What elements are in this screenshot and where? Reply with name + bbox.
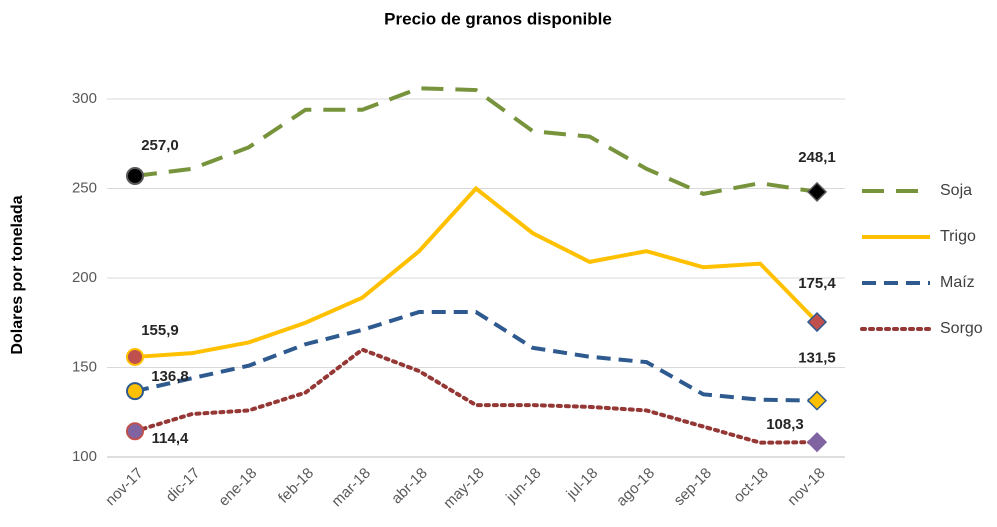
y-tick-label: 300 <box>72 90 97 107</box>
legend-label: Soja <box>940 182 972 199</box>
x-tick-label: jun-18 <box>502 465 544 507</box>
point-marker <box>126 422 144 441</box>
y-tick-label: 100 <box>72 448 97 465</box>
point-marker <box>126 347 144 366</box>
data-label: 248,1 <box>798 149 836 166</box>
x-tick-label: may-18 <box>440 465 487 512</box>
legend-label: Trigo <box>940 228 976 245</box>
data-label: 136,8 <box>151 368 189 385</box>
chart-title: Precio de granos disponible <box>384 9 612 28</box>
series-line <box>133 347 819 445</box>
x-tick-label: oct-18 <box>730 465 772 507</box>
x-tick-label: dic-17 <box>163 465 204 506</box>
data-label: 114,4 <box>152 430 189 447</box>
x-tick-label: nov-17 <box>102 465 146 509</box>
point-marker <box>806 311 828 333</box>
y-axis-label: Dolares por tonelada <box>9 195 26 354</box>
series-line <box>134 310 818 403</box>
x-tick-label: mar-18 <box>328 465 374 511</box>
data-label: 257,0 <box>141 137 179 154</box>
series-line <box>134 185 819 359</box>
data-label: 131,5 <box>798 350 836 367</box>
point-marker <box>806 390 828 411</box>
x-tick-label: feb-18 <box>275 465 317 507</box>
x-tick-label: jul-18 <box>563 465 602 504</box>
y-tick-label: 200 <box>72 269 97 286</box>
legend-label: Sorgo <box>940 320 983 337</box>
point-marker <box>126 382 144 401</box>
point-marker <box>806 181 828 202</box>
y-tick-label: 150 <box>72 358 97 375</box>
x-tick-label: ene-18 <box>215 465 260 510</box>
point-marker <box>126 166 144 185</box>
data-label: 175,4 <box>798 275 836 292</box>
x-tick-label: ago-18 <box>613 465 658 510</box>
series-line <box>134 86 818 196</box>
x-tick-label: nov-18 <box>784 465 828 509</box>
x-tick-label: abr-18 <box>388 465 431 508</box>
x-tick-label: sep-18 <box>671 465 715 509</box>
point-marker <box>806 432 828 453</box>
legend-label: Maíz <box>940 274 975 291</box>
data-label: 155,9 <box>141 322 179 339</box>
data-label: 108,3 <box>766 416 804 433</box>
y-tick-label: 250 <box>72 179 97 196</box>
